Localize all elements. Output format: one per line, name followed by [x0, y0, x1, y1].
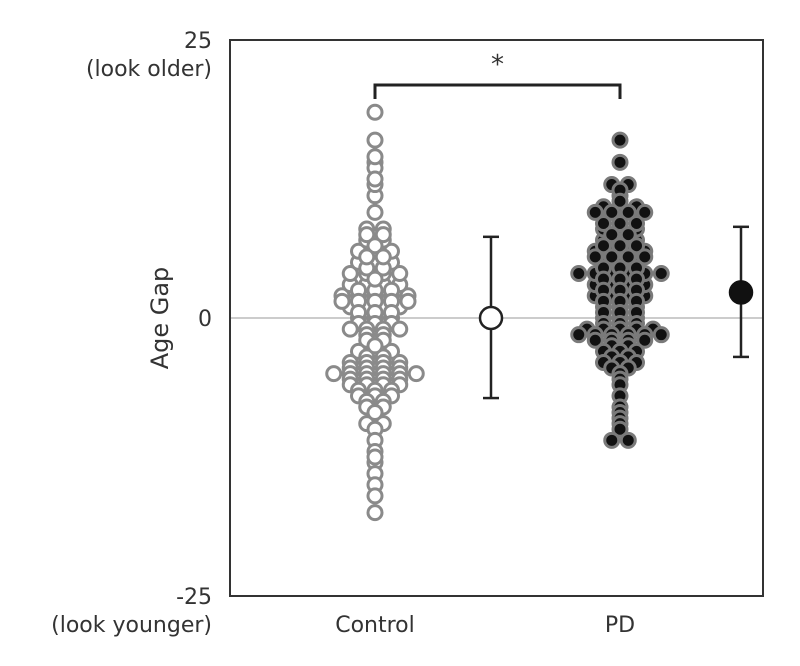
y-tick-sublabel: (look older) — [86, 57, 212, 82]
category-label: Control — [335, 613, 415, 638]
control-data-point — [366, 203, 384, 221]
pd-data-point — [652, 326, 670, 344]
pd-data-point — [611, 131, 629, 149]
category-labels: Control PD — [335, 613, 635, 638]
pd-data-point — [636, 331, 654, 349]
control-data-point — [374, 248, 392, 266]
pd-data-point — [570, 326, 588, 344]
data-points — [325, 103, 670, 522]
pd-data-point — [611, 214, 629, 232]
y-tick-label: -25 — [176, 585, 212, 610]
control-data-point — [391, 265, 409, 283]
pd-data-point — [595, 237, 612, 255]
control-data-point — [366, 487, 384, 505]
control-data-point — [399, 292, 417, 310]
pd-data-point — [628, 237, 645, 255]
control-data-point — [325, 365, 343, 383]
control-data-point — [366, 237, 384, 255]
pd-data-point — [611, 192, 629, 210]
pd-mean-marker — [728, 280, 754, 305]
y-axis: 25 (look older) 0 -25 (look younger) — [51, 29, 212, 638]
control-data-point — [407, 365, 425, 383]
pd-data-point — [586, 331, 604, 349]
pd-data-point — [652, 265, 670, 283]
significance-marker: * — [491, 50, 504, 80]
y-axis-label: Age Gap — [146, 267, 174, 370]
mean-error-bars — [478, 225, 754, 400]
pd-data-point — [611, 153, 629, 171]
control-data-point — [366, 337, 384, 355]
pd-data-point — [570, 265, 588, 283]
control-data-point — [374, 226, 392, 244]
significance-bracket-line — [373, 83, 622, 99]
control-data-point — [366, 504, 384, 522]
control-data-point — [366, 448, 384, 466]
control-mean-marker — [478, 305, 504, 331]
pd-data-point — [603, 226, 621, 244]
pd-data-point — [603, 431, 621, 449]
pd-data-point — [619, 431, 637, 449]
pd-data-point — [603, 203, 621, 221]
plot-frame — [229, 39, 764, 597]
pd-data-point — [595, 214, 612, 232]
control-data-point — [341, 265, 359, 283]
pd-data-point — [619, 203, 637, 221]
control-data-point — [358, 248, 376, 266]
control-data-point — [366, 404, 384, 422]
y-tick-label: 0 — [198, 307, 212, 332]
pd-data-point — [603, 248, 621, 266]
control-data-point — [333, 292, 351, 310]
pd-data-point — [619, 226, 637, 244]
control-data-point — [341, 320, 359, 338]
pd-data-point — [586, 203, 604, 221]
pd-data-point — [636, 248, 654, 266]
control-data-point — [366, 270, 384, 288]
pd-data-point — [628, 214, 645, 232]
pd-data-point — [619, 248, 637, 266]
control-data-point — [366, 170, 384, 188]
control-data-point — [358, 226, 376, 244]
pd-data-point — [611, 237, 629, 255]
control-data-point — [366, 131, 384, 149]
significance-bracket: * — [373, 50, 622, 99]
pd-data-point — [611, 420, 629, 438]
pd-data-point — [586, 248, 604, 266]
control-data-point — [366, 103, 384, 121]
pd-data-point — [636, 203, 654, 221]
control-data-point — [391, 320, 409, 338]
y-tick-sublabel: (look younger) — [51, 613, 212, 638]
y-tick-label: 25 — [184, 29, 212, 54]
category-label: PD — [605, 613, 635, 638]
control-data-point — [366, 148, 384, 166]
